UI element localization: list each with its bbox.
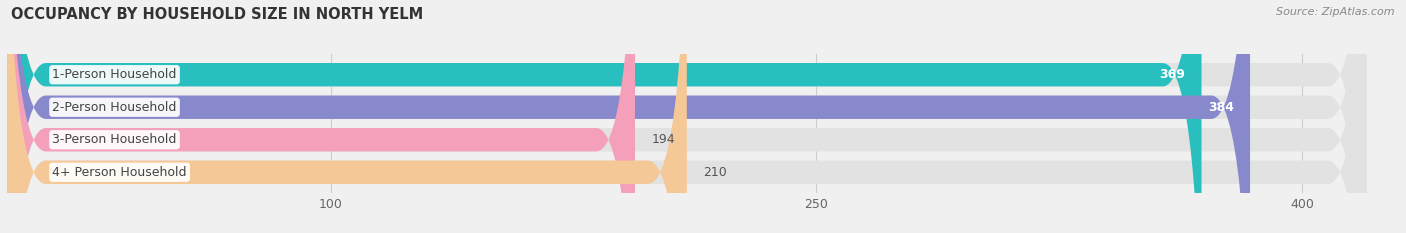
FancyBboxPatch shape — [7, 0, 1250, 233]
Text: 210: 210 — [703, 166, 727, 179]
Text: 194: 194 — [651, 133, 675, 146]
Text: 3-Person Household: 3-Person Household — [52, 133, 177, 146]
Text: 2-Person Household: 2-Person Household — [52, 101, 177, 114]
Text: Source: ZipAtlas.com: Source: ZipAtlas.com — [1277, 7, 1395, 17]
FancyBboxPatch shape — [7, 0, 1367, 233]
Text: 384: 384 — [1208, 101, 1234, 114]
Text: OCCUPANCY BY HOUSEHOLD SIZE IN NORTH YELM: OCCUPANCY BY HOUSEHOLD SIZE IN NORTH YEL… — [11, 7, 423, 22]
FancyBboxPatch shape — [7, 0, 686, 233]
Text: 369: 369 — [1160, 68, 1185, 81]
FancyBboxPatch shape — [7, 0, 1202, 233]
Text: 1-Person Household: 1-Person Household — [52, 68, 177, 81]
Text: 4+ Person Household: 4+ Person Household — [52, 166, 187, 179]
FancyBboxPatch shape — [7, 0, 1367, 233]
FancyBboxPatch shape — [7, 0, 1367, 233]
FancyBboxPatch shape — [7, 0, 1367, 233]
FancyBboxPatch shape — [7, 0, 636, 233]
